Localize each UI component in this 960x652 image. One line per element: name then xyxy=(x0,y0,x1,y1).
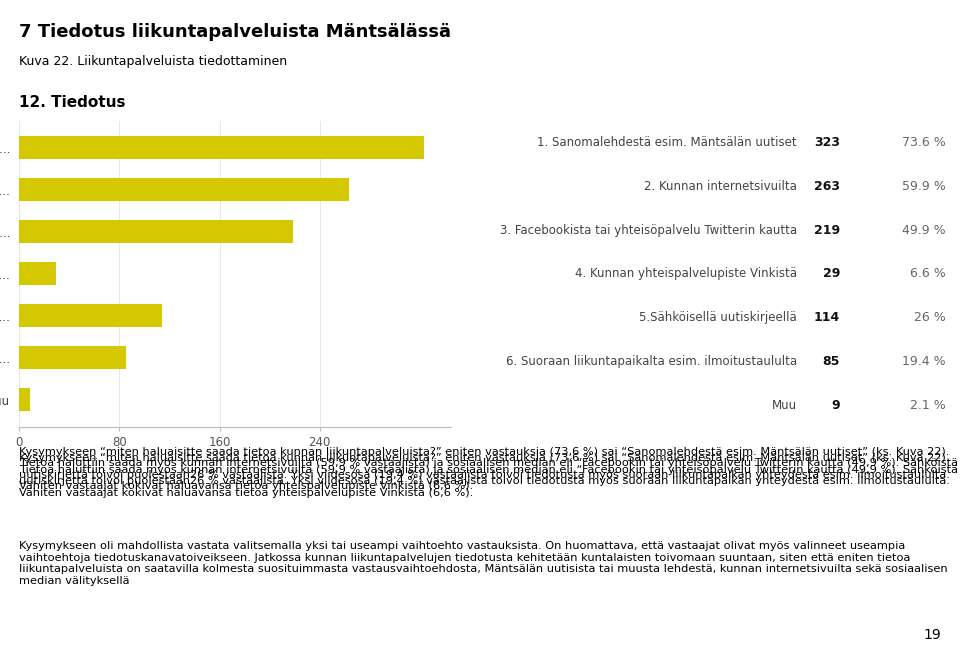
Text: 7 Tiedotus liikuntapalveluista Mäntsälässä: 7 Tiedotus liikuntapalveluista Mäntsäläs… xyxy=(19,23,451,41)
Text: 9: 9 xyxy=(831,398,840,411)
Bar xyxy=(19,262,56,286)
Text: 2.1 %: 2.1 % xyxy=(910,398,946,411)
Text: 114: 114 xyxy=(814,311,840,324)
Text: 3. Facebookista tai yhteisöpalvelu Twitterin kautta: 3. Facebookista tai yhteisöpalvelu Twitt… xyxy=(499,224,797,237)
Text: Muu: Muu xyxy=(772,398,797,411)
Text: 263: 263 xyxy=(814,180,840,193)
Text: 85: 85 xyxy=(823,355,840,368)
Bar xyxy=(19,346,126,369)
Text: Kysymykseen “miten haluaisitte saada tietoa kunnan liikuntapalveluista?” eniten : Kysymykseen “miten haluaisitte saada tie… xyxy=(19,447,958,492)
Text: 1. Sanomalehdestä esim. Mäntsälän uutiset: 1. Sanomalehdestä esim. Mäntsälän uutise… xyxy=(538,136,797,149)
Text: 5.Sähköisellä uutiskirjeellä: 5.Sähköisellä uutiskirjeellä xyxy=(639,311,797,324)
Text: 6.6 %: 6.6 % xyxy=(910,267,946,280)
Bar xyxy=(19,136,423,160)
Text: Kysymykseen oli mahdollista vastata valitsemalla yksi tai useampi vaihtoehto vas: Kysymykseen oli mahdollista vastata vali… xyxy=(19,541,948,586)
Bar xyxy=(19,388,31,411)
Text: 4. Kunnan yhteispalvelupiste Vinkistä: 4. Kunnan yhteispalvelupiste Vinkistä xyxy=(575,267,797,280)
Text: 12. Tiedotus: 12. Tiedotus xyxy=(19,95,126,110)
Text: 6. Suoraan liikuntapaikalta esim. ilmoitustaululta: 6. Suoraan liikuntapaikalta esim. ilmoit… xyxy=(506,355,797,368)
Text: 49.9 %: 49.9 % xyxy=(902,224,946,237)
Text: 19: 19 xyxy=(924,629,941,642)
Text: ..: .. xyxy=(444,441,451,454)
Text: 323: 323 xyxy=(814,136,840,149)
Text: 26 %: 26 % xyxy=(914,311,946,324)
Bar xyxy=(19,304,162,327)
Text: Kysymykseen “miten haluaisitte saada tietoa kunnan liikuntapalveluista?” eniten : Kysymykseen “miten haluaisitte saada tie… xyxy=(19,453,958,498)
Bar xyxy=(19,220,294,243)
Text: Kuva 22. Liikuntapalveluista tiedottaminen: Kuva 22. Liikuntapalveluista tiedottamin… xyxy=(19,55,287,68)
Bar xyxy=(19,179,348,201)
Text: 219: 219 xyxy=(814,224,840,237)
Text: 73.6 %: 73.6 % xyxy=(901,136,946,149)
Text: 59.9 %: 59.9 % xyxy=(901,180,946,193)
Text: 2. Kunnan internetsivuilta: 2. Kunnan internetsivuilta xyxy=(644,180,797,193)
Text: 29: 29 xyxy=(823,267,840,280)
Text: 19.4 %: 19.4 % xyxy=(902,355,946,368)
